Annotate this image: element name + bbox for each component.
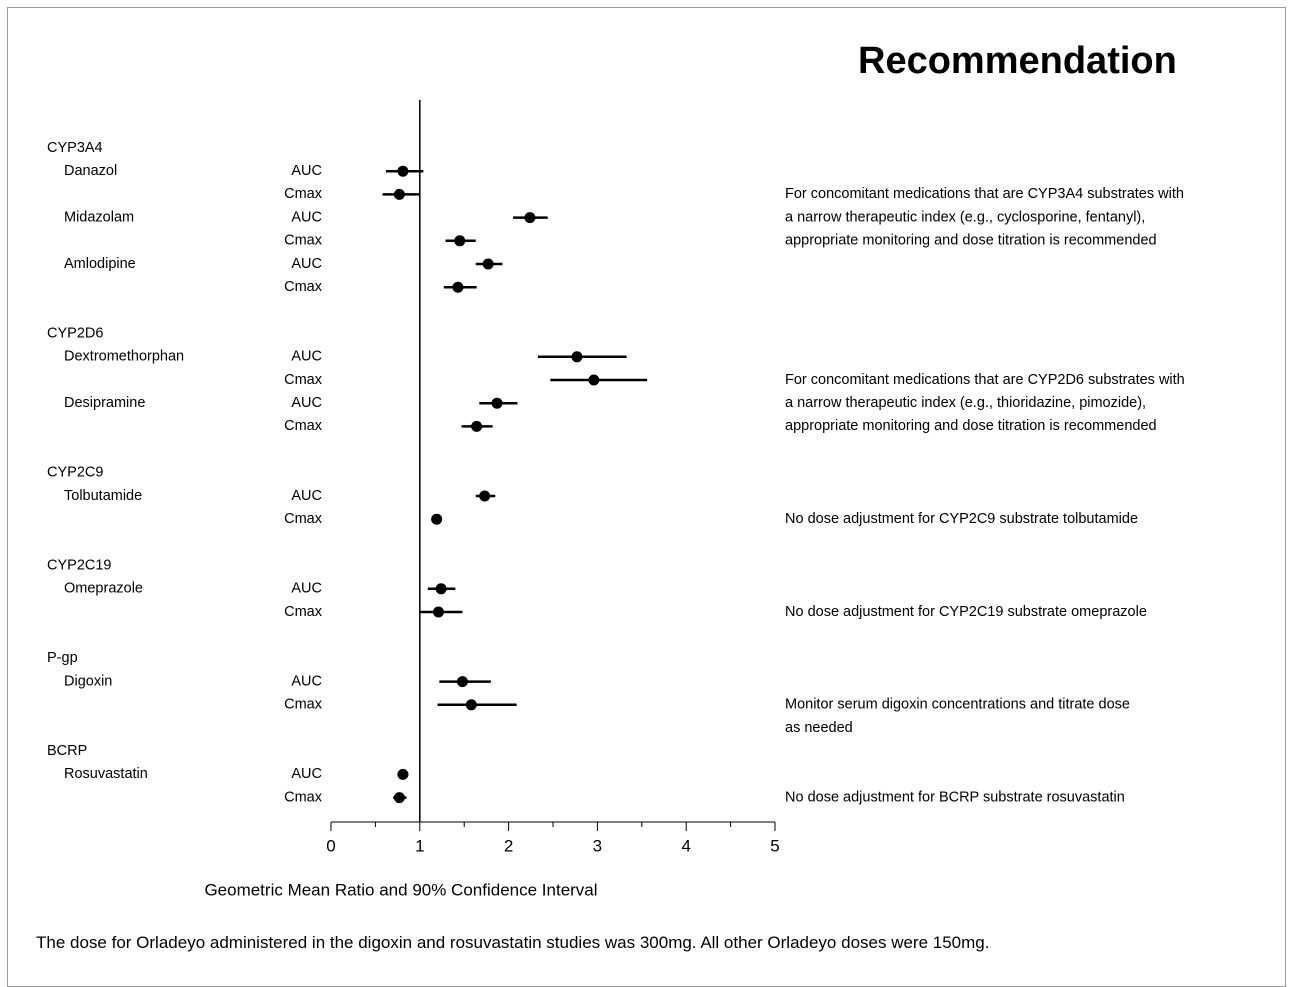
metric-label: Cmax <box>284 233 323 249</box>
metric-label: AUC <box>291 488 322 504</box>
group-label: P-gp <box>47 650 78 666</box>
x-tick-label: 1 <box>415 836 424 855</box>
metric-label: AUC <box>291 209 322 225</box>
gmr-point <box>454 235 466 247</box>
recommendation-text: a narrow therapeutic index (e.g., thiori… <box>785 395 1146 411</box>
gmr-point <box>482 258 494 270</box>
x-tick-label: 2 <box>504 836 513 855</box>
gmr-point <box>431 513 443 525</box>
group-label: CYP2D6 <box>47 325 103 341</box>
x-axis-title: Geometric Mean Ratio and 90% Confidence … <box>204 880 597 899</box>
x-tick-label: 4 <box>681 836 690 855</box>
recommendation-text: For concomitant medications that are CYP… <box>785 372 1185 388</box>
gmr-point <box>571 351 583 363</box>
gmr-point <box>432 606 444 618</box>
recommendation-text: No dose adjustment for CYP2C9 substrate … <box>785 511 1138 527</box>
drug-label: Danazol <box>64 163 117 179</box>
group-label: CYP2C9 <box>47 465 103 481</box>
metric-label: AUC <box>291 581 322 597</box>
drug-label: Midazolam <box>64 209 134 225</box>
drug-label: Omeprazole <box>64 581 143 597</box>
recommendation-text: No dose adjustment for BCRP substrate ro… <box>785 789 1125 805</box>
metric-label: AUC <box>291 256 322 272</box>
drug-label: Amlodipine <box>64 256 136 272</box>
recommendation-text: Monitor serum digoxin concentrations and… <box>785 697 1130 713</box>
gmr-point <box>393 792 405 804</box>
gmr-point <box>491 397 503 409</box>
metric-label: Cmax <box>284 418 323 434</box>
recommendation-text: appropriate monitoring and dose titratio… <box>785 418 1157 434</box>
chart-title: Recommendation <box>858 40 1177 82</box>
recommendation-text: No dose adjustment for CYP2C19 substrate… <box>785 604 1147 620</box>
group-label: CYP2C19 <box>47 557 111 573</box>
metric-label: Cmax <box>284 697 323 713</box>
drug-label: Tolbutamide <box>64 488 142 504</box>
metric-label: Cmax <box>284 511 323 527</box>
metric-label: Cmax <box>284 789 323 805</box>
metric-label: Cmax <box>284 604 323 620</box>
metric-label: Cmax <box>284 279 323 295</box>
metric-label: AUC <box>291 395 322 411</box>
gmr-point <box>588 374 600 386</box>
gmr-point <box>397 768 409 780</box>
metric-label: AUC <box>291 766 322 782</box>
x-tick-label: 3 <box>593 836 602 855</box>
drug-label: Rosuvastatin <box>64 766 148 782</box>
recommendation-text: a narrow therapeutic index (e.g., cyclos… <box>785 209 1145 225</box>
gmr-point <box>397 165 409 177</box>
metric-label: AUC <box>291 349 322 365</box>
gmr-point <box>452 281 464 293</box>
metric-label: Cmax <box>284 186 323 202</box>
drug-label: Dextromethorphan <box>64 349 184 365</box>
recommendation-text: as needed <box>785 720 853 736</box>
group-label: BCRP <box>47 743 87 759</box>
gmr-point <box>393 188 405 200</box>
drug-label: Digoxin <box>64 673 112 689</box>
gmr-point <box>524 212 536 224</box>
footnote: The dose for Orladeyo administered in th… <box>36 933 990 952</box>
metric-label: Cmax <box>284 372 323 388</box>
metric-label: AUC <box>291 673 322 689</box>
gmr-point <box>456 676 468 688</box>
group-label: CYP3A4 <box>47 140 103 156</box>
metric-label: AUC <box>291 163 322 179</box>
drug-label: Desipramine <box>64 395 145 411</box>
gmr-point <box>479 490 491 502</box>
gmr-point <box>465 699 477 711</box>
gmr-point <box>435 583 447 595</box>
recommendation-text: appropriate monitoring and dose titratio… <box>785 233 1157 249</box>
x-tick-label: 5 <box>770 836 779 855</box>
x-tick-label: 0 <box>326 836 335 855</box>
recommendation-text: For concomitant medications that are CYP… <box>785 186 1184 202</box>
gmr-point <box>471 420 483 432</box>
